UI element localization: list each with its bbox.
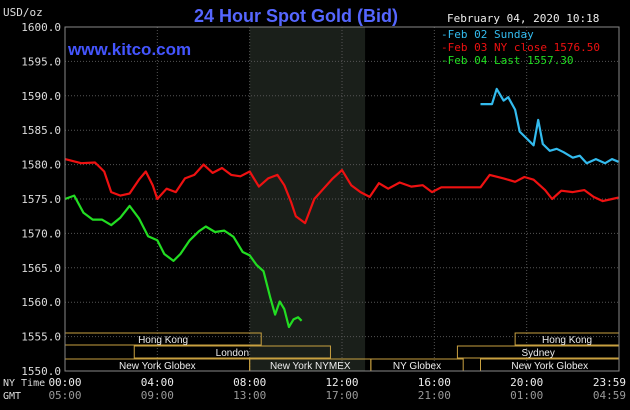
x-tick-label: 08:00: [233, 376, 266, 389]
x-axis-row-label: NY Time: [3, 378, 45, 389]
nymex-session-shading: [249, 27, 366, 371]
x-tick-label: 23:59: [593, 376, 626, 389]
y-tick-label: 1570.0: [21, 227, 61, 240]
session-bar: [133, 345, 331, 359]
legend-entry: -Feb 04 Last 1557.30: [441, 54, 573, 67]
x-tick-label: 13:00: [233, 389, 266, 402]
y-tick-label: 1560.0: [21, 296, 61, 309]
series-line: [64, 194, 303, 329]
watermark-text: www.kitco.com: [67, 40, 191, 59]
series-line: [64, 158, 619, 225]
chart-title: 24 Hour Spot Gold (Bid): [194, 6, 398, 26]
legend-entry: -Feb 02 Sunday: [441, 28, 534, 41]
session-label: Hong Kong: [138, 335, 188, 346]
y-tick-label: 1580.0: [21, 159, 61, 172]
x-tick-label: 16:00: [418, 376, 451, 389]
session-label: London: [216, 348, 249, 359]
x-tick-label: 04:00: [141, 376, 174, 389]
market-session-bars: Hong Kong Hong Kong London Sydney New York G…: [64, 332, 620, 372]
x-tick-label: 17:00: [325, 389, 358, 402]
session-label: Sydney: [522, 348, 555, 359]
x-tick-label: 20:00: [510, 376, 543, 389]
y-tick-label: 1550.0: [21, 365, 61, 378]
x-axis-tick-labels: NY Time 00:00 04:00 08:00 12:00 16:00 20:00 23:…: [3, 376, 626, 402]
x-tick-label: 12:00: [325, 376, 358, 389]
y-tick-label: 1590.0: [21, 90, 61, 103]
x-tick-label: 04:59: [593, 389, 626, 402]
x-tick-label: 01:00: [510, 389, 543, 402]
x-tick-label: 21:00: [418, 389, 451, 402]
legend: -Feb 02 Sunday-Feb 03 NY close 1576.50-F…: [441, 28, 600, 67]
y-axis-tick-labels: 1600.0 1595.0 1590.0 1585.0 1580.0 1575.0 1570…: [21, 21, 61, 378]
y-tick-label: 1555.0: [21, 331, 61, 344]
y-tick-label: 1600.0: [21, 21, 61, 34]
plot-frame: [64, 26, 620, 372]
y-tick-label: 1575.0: [21, 193, 61, 206]
session-label: New York Globex: [119, 361, 196, 372]
x-tick-label: 09:00: [141, 389, 174, 402]
session-label: New York NYMEX: [270, 361, 351, 372]
y-tick-label: 1585.0: [21, 124, 61, 137]
series-line: [480, 87, 619, 165]
y-tick-label: 1595.0: [21, 55, 61, 68]
x-tick-label: 05:00: [48, 389, 81, 402]
price-series: [64, 87, 619, 329]
y-axis-label: USD/oz: [3, 6, 43, 19]
x-tick-label: 00:00: [48, 376, 81, 389]
session-label: New York Globex: [511, 361, 588, 372]
timestamp: February 04, 2020 10:18: [447, 12, 599, 25]
x-axis-row-label: GMT: [3, 391, 21, 402]
session-label: Hong Kong: [542, 335, 592, 346]
y-tick-label: 1565.0: [21, 262, 61, 275]
legend-entry: -Feb 03 NY close 1576.50: [441, 41, 600, 54]
session-label: NY Globex: [393, 361, 441, 372]
